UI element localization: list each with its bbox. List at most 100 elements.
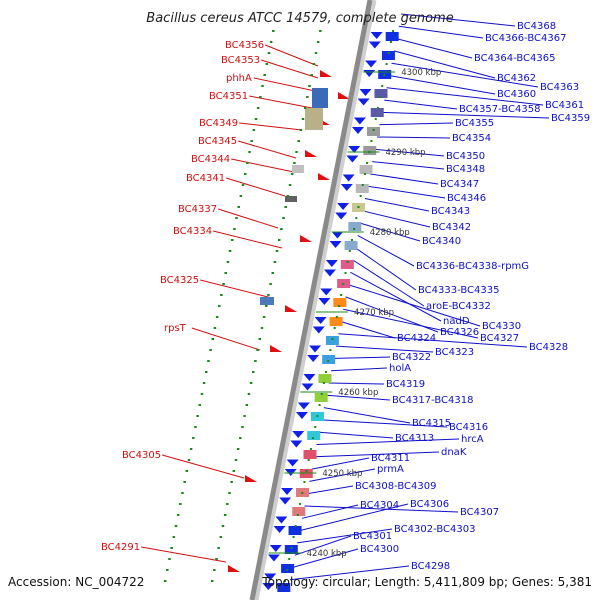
forward-gene-label[interactable]: BC4356 (225, 40, 264, 51)
forward-gene-label[interactable]: BC4353 (221, 55, 260, 66)
forward-gene-label[interactable]: BC4341 (186, 173, 225, 184)
reverse-gene-label[interactable]: BC4323 (435, 347, 474, 358)
tick-dot (359, 195, 362, 197)
reverse-leader-line (364, 198, 430, 212)
reverse-gene-label[interactable]: BC4306 (410, 499, 449, 510)
reverse-gene-label[interactable]: BC4360 (497, 89, 536, 100)
reverse-gene-label[interactable]: BC4328 (529, 342, 568, 353)
reverse-gene-label[interactable]: BC4298 (411, 561, 450, 572)
reverse-gene-label[interactable]: BC4330 (482, 321, 521, 332)
reverse-gene-label[interactable]: hrcA (461, 434, 484, 445)
reverse-leader-line (374, 148, 445, 157)
tick-dot (174, 525, 178, 527)
forward-gene-label[interactable]: rpsT (164, 323, 187, 334)
topology-summary: Topology: circular; Length: 5,411,809 bp… (261, 575, 592, 589)
reverse-gene-box (284, 545, 298, 554)
reverse-gene-label[interactable]: BC4302-BC4303 (394, 524, 475, 535)
reverse-gene-label[interactable]: BC4343 (431, 206, 470, 217)
backbone-line (249, 0, 373, 600)
forward-leader-line (226, 177, 286, 197)
reverse-gene-box (374, 89, 388, 98)
forward-gene-label[interactable]: BC4344 (191, 154, 230, 165)
reverse-arrow (348, 146, 361, 153)
reverse-gene-label[interactable]: BC4304 (360, 500, 399, 511)
tick-dot (237, 206, 240, 208)
tick-dot (267, 52, 271, 54)
tick-dot (241, 426, 244, 428)
forward-gene-label[interactable]: BC4351 (209, 91, 248, 102)
tick-dot (319, 30, 322, 32)
forward-gene-label[interactable]: phhA (226, 73, 252, 84)
reverse-gene-label[interactable]: BC4316 (449, 422, 488, 433)
reverse-gene-box (381, 51, 395, 60)
reverse-gene-label[interactable]: BC4313 (395, 433, 434, 444)
reverse-gene-label[interactable]: BC4301 (353, 531, 392, 542)
forward-leader-line (239, 122, 303, 131)
forward-gene-box (312, 88, 328, 108)
tick-dot (163, 580, 167, 582)
reverse-gene-label[interactable]: prmA (377, 464, 404, 475)
tick-dot (376, 107, 379, 109)
forward-arrow (270, 345, 282, 352)
tick-dot (252, 129, 256, 131)
forward-gene-label[interactable]: BC4325 (160, 275, 199, 286)
tick-dot (194, 426, 197, 428)
reverse-gene-label[interactable]: BC4350 (446, 151, 485, 162)
reverse-arrow (290, 440, 303, 448)
reverse-gene-label[interactable]: BC4347 (440, 179, 479, 190)
reverse-gene-label[interactable]: BC4326 (440, 327, 479, 338)
reverse-arrow (368, 41, 381, 49)
reverse-gene-label[interactable]: BC4357-BC4358 (459, 104, 540, 115)
forward-gene-label[interactable]: BC4345 (198, 136, 237, 147)
gene-labels[interactable]: BC4356 BC4353 phhA BC4351 BC4349 BC4345 BC4344… (101, 21, 590, 572)
reverse-gene-label[interactable]: dnaK (441, 447, 467, 458)
reverse-gene-box (281, 564, 295, 573)
tick-dot (338, 305, 340, 307)
tick-dot (366, 162, 369, 164)
reverse-gene-label[interactable]: BC4308-BC4309 (355, 481, 436, 492)
tick-dot (226, 503, 229, 505)
reverse-gene-label[interactable]: BC4311 (371, 453, 410, 464)
forward-gene-label[interactable]: BC4349 (199, 118, 238, 129)
reverse-gene-label[interactable]: BC4315 (412, 418, 451, 429)
reverse-gene-box (307, 431, 321, 440)
reverse-gene-label[interactable]: BC4317-BC4318 (392, 395, 473, 406)
reverse-gene-label[interactable]: BC4368 (517, 21, 556, 32)
forward-gene-box (285, 196, 297, 202)
reverse-gene-label[interactable]: BC4348 (446, 164, 485, 175)
reverse-gene-label[interactable]: BC4364-BC4365 (474, 53, 555, 64)
reverse-gene-label[interactable]: holA (389, 363, 411, 374)
reverse-gene-label[interactable]: BC4322 (392, 352, 431, 363)
tick-dot (254, 360, 257, 362)
reverse-gene-label[interactable]: BC4340 (422, 236, 461, 247)
reverse-gene-box (292, 507, 306, 516)
reverse-gene-label[interactable]: BC4361 (545, 100, 584, 111)
reverse-gene-label[interactable]: BC4354 (452, 133, 491, 144)
forward-gene-label[interactable]: BC4305 (122, 450, 161, 461)
forward-gene-label[interactable]: BC4334 (173, 226, 212, 237)
reverse-gene-label[interactable]: BC4342 (432, 222, 471, 233)
reverse-gene-label[interactable]: BC4362 (497, 73, 536, 84)
tick-dot (239, 195, 243, 197)
reverse-gene-label[interactable]: nadD (443, 316, 470, 327)
reverse-gene-label[interactable]: BC4327 (480, 333, 519, 344)
reverse-gene-label[interactable]: aroE-BC4332 (426, 301, 491, 312)
reverse-gene-label[interactable]: BC4366-BC4367 (485, 33, 566, 44)
reverse-gene-label[interactable]: BC4300 (360, 544, 399, 555)
forward-arrow (228, 565, 240, 572)
reverse-gene-box (385, 32, 399, 41)
forward-gene-label[interactable]: BC4291 (101, 542, 140, 553)
reverse-gene-label[interactable]: BC4307 (460, 507, 499, 518)
reverse-gene-label[interactable]: BC4359 (551, 113, 590, 124)
reverse-gene-label[interactable]: BC4355 (455, 118, 494, 129)
reverse-gene-box (318, 374, 332, 383)
tick-dot (261, 85, 264, 87)
reverse-gene-label[interactable]: BC4324 (397, 333, 436, 344)
reverse-gene-label[interactable]: BC4346 (447, 193, 486, 204)
reverse-gene-label[interactable]: BC4336-BC4338-rpmG (416, 261, 529, 272)
reverse-gene-label[interactable]: BC4319 (386, 379, 425, 390)
reverse-gene-label[interactable]: BC4363 (540, 82, 579, 93)
reverse-gene-label[interactable]: BC4333-BC4335 (418, 285, 499, 296)
forward-gene-label[interactable]: BC4337 (178, 204, 217, 215)
reverse-arrow (320, 288, 333, 296)
